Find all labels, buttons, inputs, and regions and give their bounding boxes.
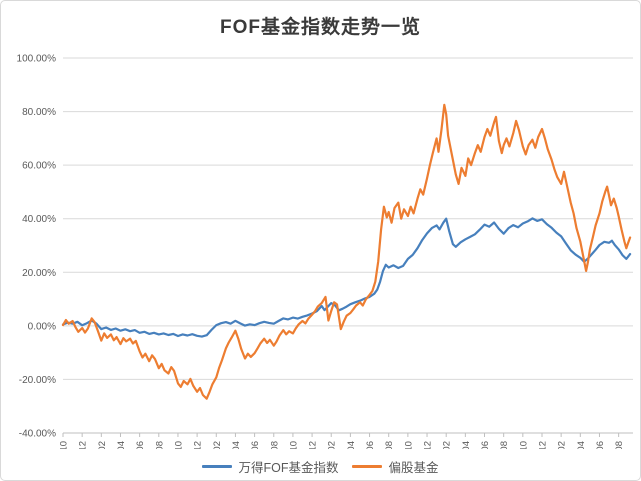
- x-axis-label: 17-12: [78, 441, 89, 449]
- x-axis-label: 18-06: [135, 441, 146, 449]
- x-axis-label: 18-10: [173, 441, 184, 449]
- x-axis-label: 18-02: [97, 441, 108, 449]
- y-axis-label: 20.00%: [22, 268, 56, 279]
- y-axis-label: 40.00%: [22, 214, 56, 225]
- series-line-0: [61, 217, 632, 338]
- y-axis-label: 100.00%: [17, 54, 57, 65]
- legend-label: 偏股基金: [388, 460, 439, 475]
- x-axis-label: 19-02: [212, 441, 223, 449]
- x-axis-label: 21-12: [537, 441, 548, 449]
- x-axis-label: 20-08: [384, 441, 395, 449]
- x-axis-label: 20-02: [327, 441, 338, 449]
- x-axis-label: 22-06: [595, 441, 606, 449]
- y-axis-label: -20.00%: [19, 375, 56, 386]
- x-axis-label: 19-06: [250, 441, 261, 449]
- series-line-1: [61, 103, 632, 400]
- x-axis-label: 21-08: [499, 441, 510, 449]
- x-axis-label: 19-12: [308, 441, 319, 449]
- legend-label: 万得FOF基金指数: [238, 460, 339, 475]
- x-axis-label: 21-06: [480, 441, 491, 449]
- x-axis-label: 19-08: [269, 441, 280, 449]
- y-axis-label: 80.00%: [22, 107, 56, 118]
- x-axis-label: 19-04: [231, 441, 242, 449]
- x-axis-label: 17-10: [59, 441, 70, 449]
- legend-item-1: 偏股基金: [352, 457, 439, 476]
- y-axis-label: -40.00%: [19, 429, 56, 440]
- x-axis-label: 18-12: [193, 441, 204, 449]
- x-axis-label: 22-08: [614, 441, 625, 449]
- x-axis-label: 21-04: [461, 441, 472, 449]
- x-axis-label: 21-02: [442, 441, 453, 449]
- legend-line-swatch: [202, 464, 233, 468]
- chart-legend: 万得FOF基金指数 偏股基金: [1, 451, 640, 480]
- x-axis-label: 21-10: [518, 441, 529, 449]
- x-axis-label: 19-10: [288, 441, 299, 449]
- legend-item-0: 万得FOF基金指数: [202, 457, 338, 476]
- x-axis-label: 20-04: [346, 441, 357, 449]
- x-axis-label: 18-04: [116, 441, 127, 449]
- x-axis-label: 22-02: [557, 441, 568, 449]
- y-axis-label: 0.00%: [28, 321, 56, 332]
- x-axis-label: 18-08: [154, 441, 165, 449]
- x-axis-label: 20-12: [423, 441, 434, 449]
- legend-line-swatch: [352, 464, 383, 468]
- x-axis-label: 20-06: [365, 441, 376, 449]
- chart-title: FOF基金指数走势一览: [220, 17, 421, 38]
- x-axis-label: 20-10: [403, 441, 414, 449]
- y-axis-label: 60.00%: [22, 161, 56, 172]
- x-axis-label: 22-04: [576, 441, 587, 449]
- line-chart-canvas: 100.00% 80.00% 60.00% 40.00% 20.00% 0.00% -20.…: [17, 54, 633, 449]
